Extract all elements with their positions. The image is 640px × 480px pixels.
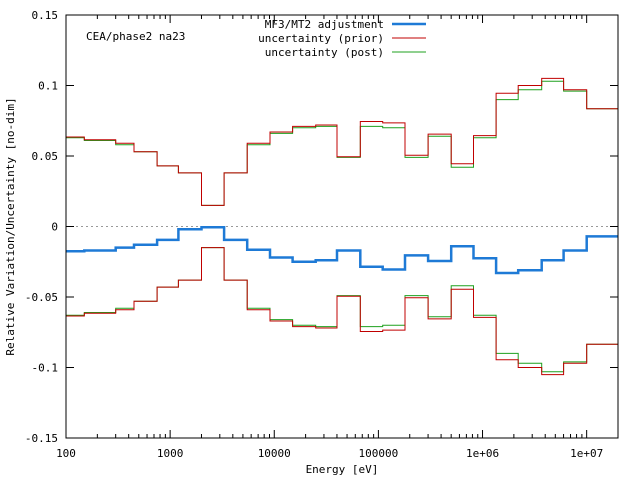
x-tick-label: 1000	[157, 447, 184, 460]
y-axis-label: Relative Variation/Uncertainty [no-dim]	[4, 97, 17, 355]
y-tick-label: -0.05	[25, 291, 58, 304]
x-axis-label: Energy [eV]	[306, 463, 379, 476]
legend-label-uncertainty-prior: uncertainty (prior)	[258, 32, 384, 45]
x-tick-label: 10000	[258, 447, 291, 460]
x-tick-label: 100000	[359, 447, 399, 460]
series-uncertainty-post	[66, 80, 618, 206]
series-uncertainty-post-negative	[66, 247, 618, 373]
y-tick-label: -0.1	[32, 362, 59, 375]
legend-label-mf3-mt2-adjustment: MF3/MT2 adjustment	[265, 18, 384, 31]
y-tick-label: 0.05	[32, 150, 59, 163]
y-tick-label: 0	[51, 221, 58, 234]
series-mf3-mt2-adjustment	[66, 225, 618, 275]
legend-label-uncertainty-post: uncertainty (post)	[265, 46, 384, 59]
y-tick-label: -0.15	[25, 432, 58, 445]
chart-annotation: CEA/phase2 na23	[86, 30, 185, 43]
y-tick-label: 0.1	[38, 80, 58, 93]
x-tick-label: 100	[56, 447, 76, 460]
series-uncertainty-prior	[66, 77, 618, 206]
y-tick-label: 0.15	[32, 9, 59, 22]
series-uncertainty-prior-negative	[66, 247, 618, 376]
x-tick-label: 1e+06	[466, 447, 499, 460]
x-tick-label: 1e+07	[570, 447, 603, 460]
